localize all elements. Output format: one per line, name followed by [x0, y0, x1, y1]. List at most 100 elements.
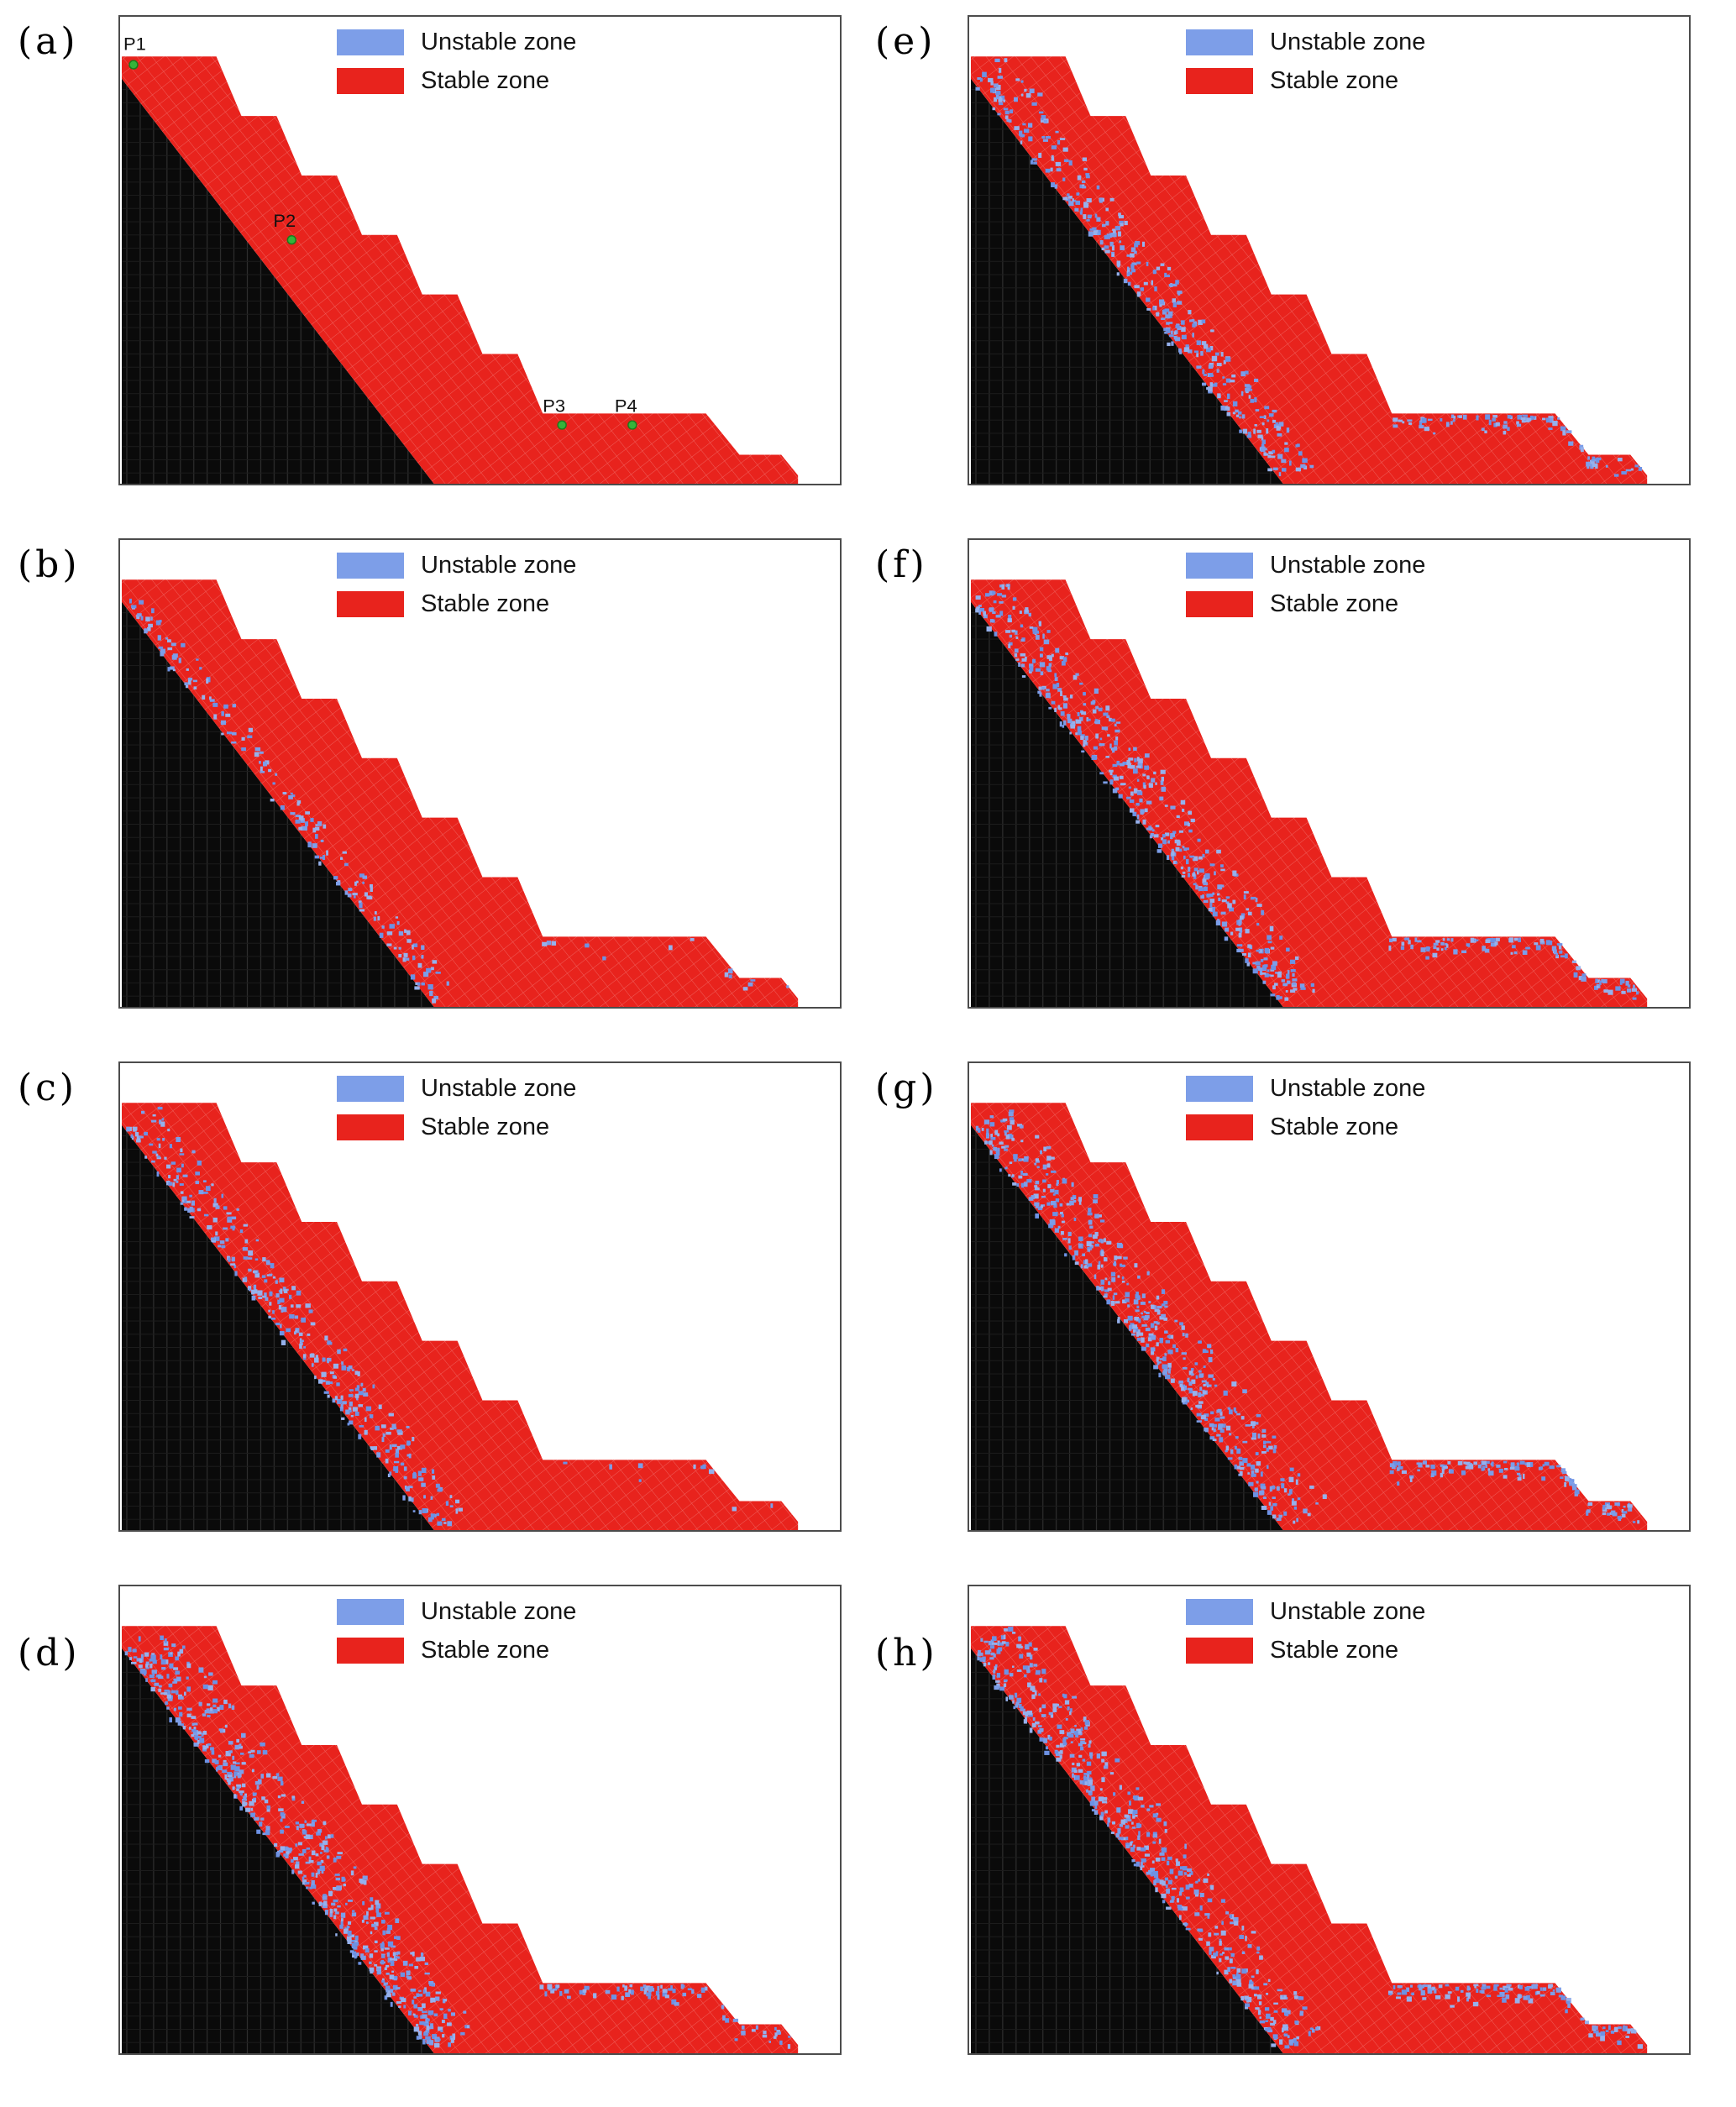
bedrock-region [970, 1124, 1283, 1530]
unstable-zone-speckles [975, 58, 1643, 477]
figure-panel-b: (b) Unstable zone Stable zone [13, 538, 842, 1009]
monitor-point [557, 420, 567, 430]
slope-simulation-plot [121, 1103, 799, 1530]
unstable-zone-swatch [1186, 1076, 1253, 1102]
legend: Unstable zone Stable zone [1186, 552, 1425, 618]
monitor-point-label: P4 [615, 396, 637, 417]
unstable-zone-speckles [977, 1627, 1644, 2049]
figure-panel-g: (g) Unstable zone Stable zone [842, 1061, 1691, 1532]
legend-row-unstable: Unstable zone [337, 1598, 576, 1626]
unstable-zone-speckles [975, 584, 1639, 1001]
stable-zone-swatch [1186, 1638, 1253, 1664]
bedrock-region [970, 1648, 1283, 2053]
panel-frame: Unstable zone Stable zone [118, 538, 842, 1009]
unstable-zone-speckles [128, 598, 789, 1004]
unstable-zone-swatch [337, 1076, 404, 1102]
figure-panel-a: (a) P1 P2 P3 P4 Unstable zone Stable zone [13, 15, 842, 485]
legend-row-stable: Stable zone [337, 1637, 576, 1664]
stable-zone-label: Stable zone [421, 67, 550, 94]
unstable-zone-label: Unstable zone [421, 1598, 577, 1625]
monitor-point [128, 60, 139, 70]
unstable-zone-swatch [337, 553, 404, 579]
stable-zone-swatch [337, 591, 404, 617]
panel-label: (d) [18, 1632, 81, 1675]
stable-zone-label: Stable zone [1270, 590, 1399, 617]
stable-zone-region [970, 56, 1648, 484]
legend: Unstable zone Stable zone [337, 1598, 576, 1664]
legend: Unstable zone Stable zone [337, 552, 576, 618]
stable-zone-swatch [337, 1638, 404, 1664]
panel-frame: P1 P2 P3 P4 Unstable zone Stable zone [118, 15, 842, 485]
unstable-zone-label: Unstable zone [421, 552, 577, 579]
legend-row-unstable: Unstable zone [337, 1075, 576, 1103]
panel-frame: Unstable zone Stable zone [968, 15, 1691, 485]
legend: Unstable zone Stable zone [1186, 1598, 1425, 1664]
legend-row-stable: Stable zone [337, 590, 576, 618]
stable-zone-swatch [1186, 591, 1253, 617]
unstable-zone-label: Unstable zone [421, 29, 577, 55]
stable-zone-swatch [1186, 1114, 1253, 1140]
legend-row-stable: Stable zone [337, 1114, 576, 1141]
unstable-zone-label: Unstable zone [1270, 1075, 1426, 1102]
stable-zone-label: Stable zone [421, 590, 550, 617]
panel-frame: Unstable zone Stable zone [968, 538, 1691, 1009]
legend-row-unstable: Unstable zone [1186, 552, 1425, 579]
legend: Unstable zone Stable zone [1186, 29, 1425, 95]
stable-zone-swatch [337, 68, 404, 94]
stable-zone-region [121, 579, 799, 1007]
legend-row-stable: Stable zone [1186, 67, 1425, 95]
legend: Unstable zone Stable zone [337, 1075, 576, 1141]
monitoring-points: P1 P2 P3 P4 [123, 33, 637, 430]
stable-zone-region [121, 1103, 799, 1530]
unstable-zone-speckles [126, 1106, 774, 1527]
figure-panel-f: (f) Unstable zone Stable zone [842, 538, 1691, 1009]
panel-label: (g) [875, 1067, 938, 1109]
unstable-zone-label: Unstable zone [1270, 29, 1426, 55]
panel-label: (c) [18, 1067, 77, 1109]
stable-zone-swatch [1186, 68, 1253, 94]
slope-simulation-plot [970, 1626, 1648, 2053]
unstable-zone-label: Unstable zone [1270, 552, 1426, 579]
panel-label: (e) [875, 20, 936, 63]
legend-row-stable: Stable zone [337, 67, 576, 95]
unstable-zone-swatch [1186, 553, 1253, 579]
legend-row-stable: Stable zone [1186, 1114, 1425, 1141]
figure-panel-h: (h) Unstable zone Stable zone [842, 1585, 1691, 2055]
legend-row-unstable: Unstable zone [1186, 1075, 1425, 1103]
legend: Unstable zone Stable zone [1186, 1075, 1425, 1141]
panel-label: (a) [18, 20, 79, 63]
bedrock-region [970, 601, 1283, 1007]
unstable-zone-swatch [1186, 1599, 1253, 1625]
panel-label: (f) [875, 543, 928, 586]
stable-zone-label: Stable zone [1270, 1114, 1399, 1140]
unstable-zone-swatch [337, 29, 404, 55]
slope-simulation-plot [970, 579, 1648, 1007]
panel-frame: Unstable zone Stable zone [118, 1061, 842, 1532]
slope-simulation-plot [121, 1626, 799, 2053]
slope-simulation-plot: P1 P2 P3 P4 [121, 33, 799, 484]
slope-simulation-plot [970, 56, 1648, 484]
monitor-point-label: P1 [123, 33, 146, 54]
unstable-zone-speckles [975, 1109, 1640, 1524]
stable-zone-region [970, 579, 1648, 1007]
stable-zone-region [970, 1103, 1648, 1530]
panel-frame: Unstable zone Stable zone [968, 1585, 1691, 2055]
legend-row-unstable: Unstable zone [1186, 29, 1425, 56]
legend-row-stable: Stable zone [1186, 1637, 1425, 1664]
unstable-zone-speckles [124, 1635, 791, 2049]
unstable-zone-swatch [337, 1599, 404, 1625]
figure-panel-d: (d) Unstable zone Stable zone [13, 1585, 842, 2055]
stable-zone-label: Stable zone [1270, 67, 1399, 94]
panel-label: (h) [875, 1632, 938, 1675]
unstable-zone-label: Unstable zone [1270, 1598, 1426, 1625]
stable-zone-region [121, 1626, 799, 2053]
monitor-point-label: P2 [273, 210, 296, 231]
unstable-zone-label: Unstable zone [421, 1075, 577, 1102]
figure-panel-e: (e) Unstable zone Stable zone [842, 15, 1691, 485]
monitor-point [286, 235, 297, 245]
slope-simulation-plot [121, 579, 799, 1007]
stable-zone-label: Stable zone [1270, 1637, 1399, 1664]
panel-frame: Unstable zone Stable zone [968, 1061, 1691, 1532]
stable-zone-label: Stable zone [421, 1637, 550, 1664]
